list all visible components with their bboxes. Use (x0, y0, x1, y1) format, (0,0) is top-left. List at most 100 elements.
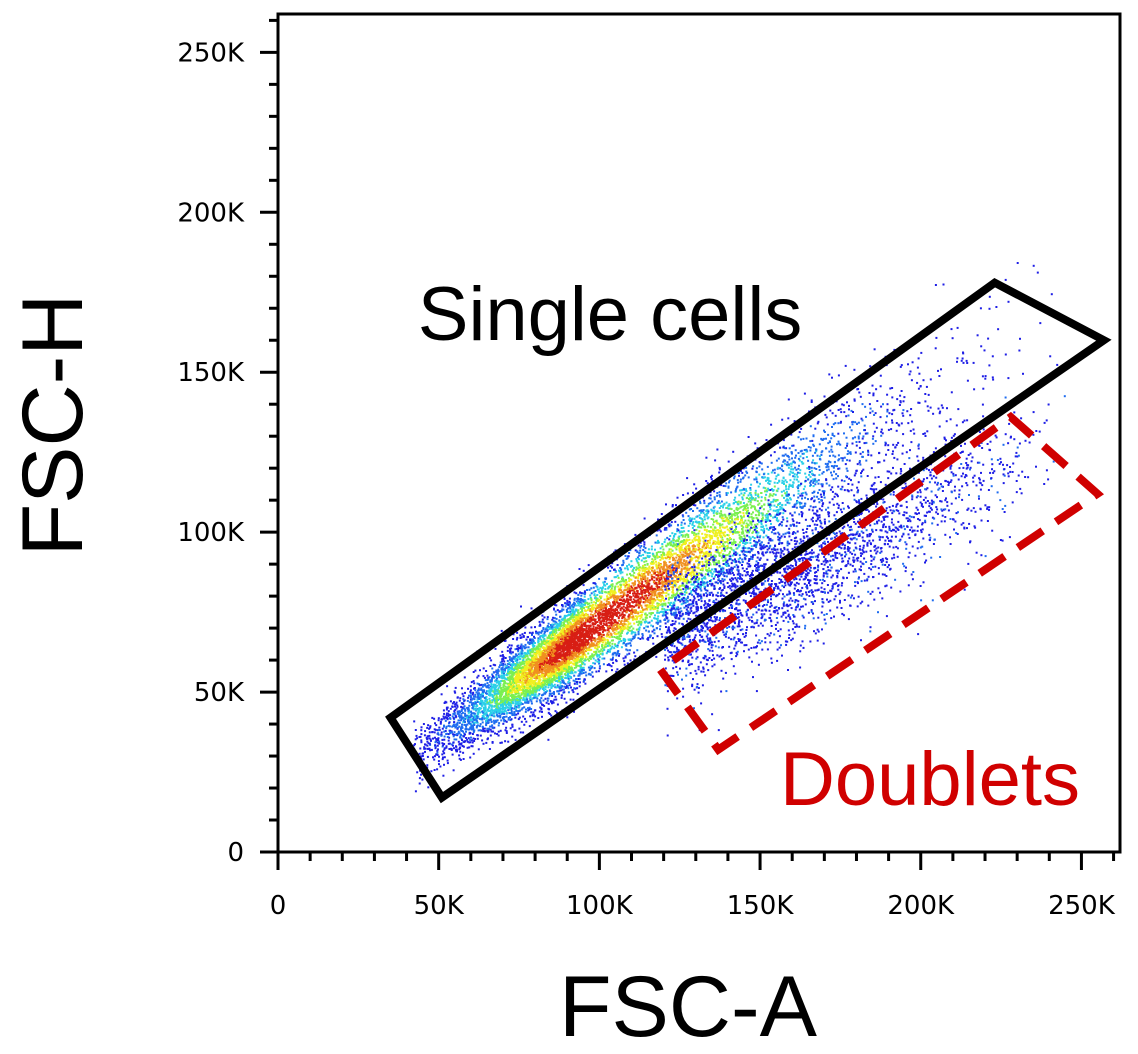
event-point (504, 669, 506, 672)
event-point (640, 559, 643, 562)
event-point (846, 459, 849, 462)
event-point (587, 628, 590, 631)
event-point (784, 499, 787, 502)
event-point (420, 729, 423, 732)
event-point (438, 755, 440, 758)
event-point (637, 567, 640, 570)
event-point (560, 610, 563, 613)
event-point (760, 525, 763, 528)
event-point (838, 467, 841, 470)
event-point (606, 582, 608, 585)
event-point (468, 704, 471, 707)
event-point (722, 506, 724, 509)
event-point (671, 504, 674, 506)
event-point (808, 468, 811, 470)
event-point (551, 656, 553, 659)
event-point (616, 623, 619, 626)
event-point (619, 583, 622, 586)
event-point (620, 580, 623, 583)
event-point (500, 680, 503, 682)
event-point (616, 564, 619, 566)
event-point (714, 540, 717, 543)
event-point (832, 423, 835, 426)
event-point (503, 640, 506, 642)
event-point (644, 618, 647, 621)
event-point (529, 680, 532, 683)
event-point (960, 359, 963, 362)
event-point (567, 663, 570, 666)
event-point (926, 405, 929, 408)
event-point (500, 719, 503, 722)
event-point (725, 492, 728, 495)
event-point (729, 512, 732, 515)
event-point (696, 507, 699, 510)
event-point (542, 689, 545, 692)
event-point (661, 571, 664, 574)
event-point (684, 550, 687, 553)
event-point (760, 499, 763, 502)
event-point (490, 686, 493, 689)
event-point (624, 582, 627, 585)
event-point (758, 511, 761, 514)
event-point (741, 567, 744, 570)
event-point (734, 512, 737, 514)
event-point (721, 536, 724, 539)
event-point (625, 648, 628, 651)
event-point (872, 394, 875, 397)
event-point (766, 527, 768, 530)
event-point (517, 647, 520, 649)
event-point (655, 589, 658, 592)
event-point (624, 606, 627, 609)
event-point (543, 649, 546, 651)
event-point (802, 532, 805, 534)
event-point (585, 647, 588, 650)
event-point (508, 687, 511, 690)
event-point (681, 565, 684, 568)
event-point (668, 548, 671, 551)
event-point (688, 562, 691, 565)
event-point (792, 494, 795, 497)
event-point (681, 514, 684, 517)
event-point (460, 712, 463, 715)
event-point (616, 645, 619, 648)
event-point (679, 592, 681, 595)
event-point (755, 509, 758, 512)
event-point (935, 336, 938, 339)
event-point (691, 523, 694, 526)
event-point (461, 739, 463, 741)
event-point (782, 480, 785, 483)
event-point (476, 737, 479, 740)
event-point (441, 727, 444, 730)
event-point (872, 442, 875, 445)
event-point (466, 719, 469, 722)
event-point (458, 699, 461, 702)
event-point (694, 550, 697, 553)
event-point (662, 612, 665, 615)
event-point (672, 586, 675, 589)
event-point (551, 702, 553, 705)
event-point (684, 598, 687, 601)
event-point (566, 611, 569, 613)
event-point (436, 741, 439, 744)
event-point (640, 622, 643, 625)
event-point (589, 604, 592, 607)
event-point (466, 740, 469, 743)
event-point (755, 467, 758, 470)
event-point (782, 439, 785, 442)
event-point (420, 741, 423, 744)
event-point (636, 550, 639, 553)
event-point (587, 652, 590, 655)
event-point (532, 658, 534, 661)
event-point (574, 659, 577, 662)
event-point (478, 683, 480, 686)
event-point (558, 670, 560, 673)
event-point (707, 571, 710, 574)
event-point (550, 700, 553, 703)
event-point (686, 597, 689, 599)
event-point (817, 482, 820, 485)
event-point (684, 570, 687, 573)
event-point (595, 605, 598, 608)
event-point (755, 527, 758, 529)
event-point (501, 672, 504, 675)
event-point (697, 546, 700, 549)
